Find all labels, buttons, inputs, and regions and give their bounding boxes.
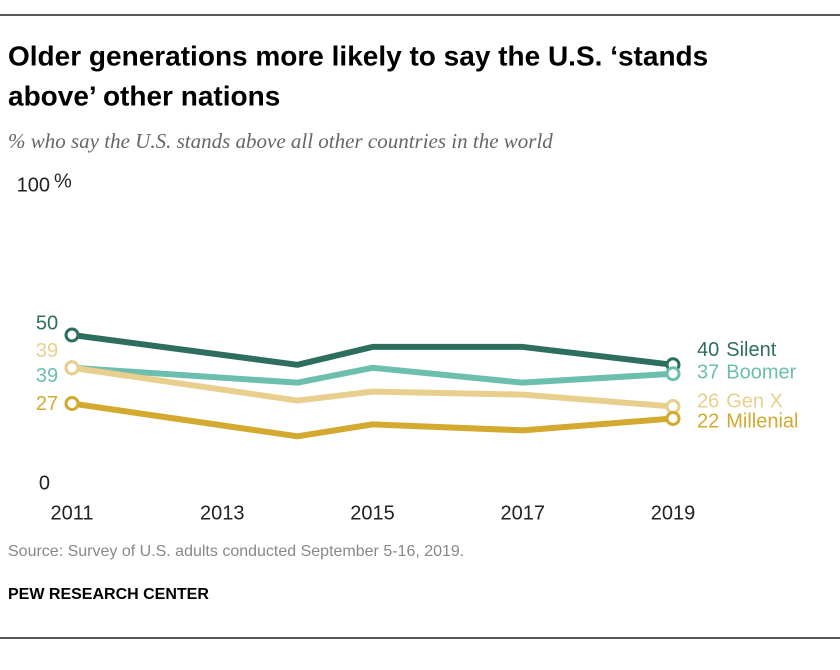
point-marker <box>64 327 80 343</box>
point-marker <box>64 360 80 376</box>
y-unit: % <box>54 170 72 192</box>
value-label: 27 <box>36 393 58 415</box>
value-label: 22 <box>697 411 719 433</box>
point-marker <box>665 410 681 426</box>
y-tick-label: 100 <box>17 174 50 196</box>
series-line <box>71 364 674 410</box>
value-label: 39 <box>36 340 58 362</box>
legend-label: Millenial <box>726 411 798 433</box>
x-tick-label: 2017 <box>501 502 546 524</box>
end-label: 26 Gen X <box>697 391 783 413</box>
legend-label: Gen X <box>726 391 783 413</box>
end-label: 37 Boomer <box>697 362 797 384</box>
value-label: 39 <box>36 365 58 387</box>
end-label: 40 Silent <box>697 339 777 361</box>
legend-label: Silent <box>726 339 776 361</box>
source: Source: Survey of U.S. adults conducted … <box>8 543 464 560</box>
series-line <box>71 364 674 386</box>
point-marker <box>665 399 681 415</box>
x-tick-label: 2015 <box>350 502 395 524</box>
organization: PEW RESEARCH CENTER <box>8 586 209 603</box>
value-label: 26 <box>697 391 719 413</box>
x-tick-label: 2011 <box>50 502 93 524</box>
point-marker <box>64 396 80 412</box>
end-label: 22 Millenial <box>697 411 799 433</box>
y-tick-label: 0 <box>39 472 50 494</box>
value-label: 40 <box>697 339 719 361</box>
point-marker <box>665 366 681 382</box>
chart-title: Older generations more likely to say the… <box>8 40 708 71</box>
value-label: 50 <box>36 312 58 334</box>
value-label: 37 <box>697 362 719 384</box>
x-tick-label: 2013 <box>200 502 245 524</box>
chart-title: above’ other nations <box>8 80 280 111</box>
subtitle: % who say the U.S. stands above all othe… <box>8 129 553 153</box>
series-line <box>71 400 674 440</box>
legend-label: Boomer <box>726 362 796 384</box>
series-line <box>71 332 674 368</box>
x-tick-label: 2019 <box>651 502 696 524</box>
